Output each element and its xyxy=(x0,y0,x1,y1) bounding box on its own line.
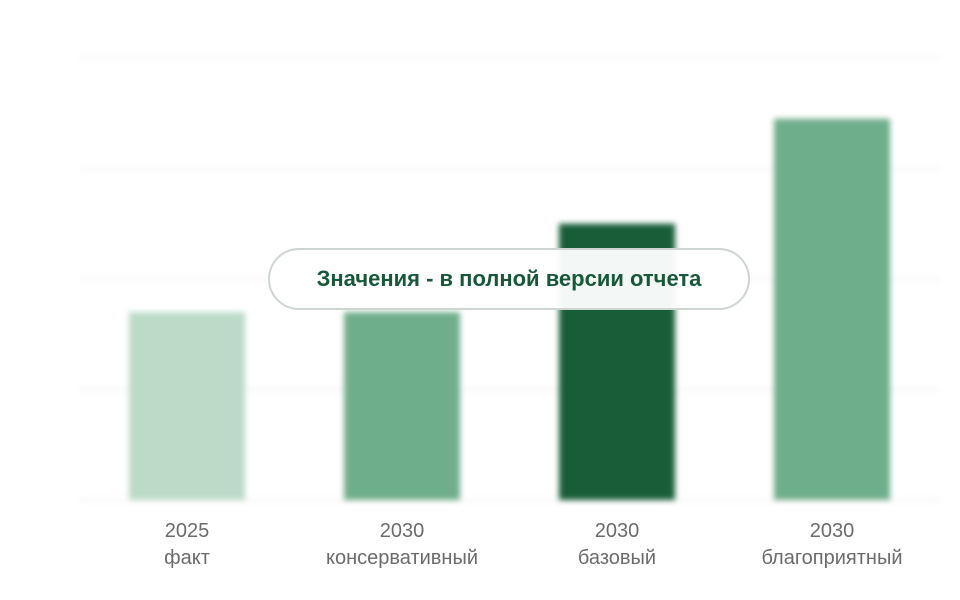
category-labels: 2025 факт 2030 консервативный 2030 базовый 203… xyxy=(164,520,902,569)
category-scenario-label: базовый xyxy=(578,547,656,569)
category-scenario-label: факт xyxy=(164,547,210,569)
bar-1 xyxy=(129,312,245,500)
category-year-label: 2030 xyxy=(380,520,425,542)
values-hidden-notice: Значения - в полной версии отчета xyxy=(268,248,750,310)
category-year-label: 2030 xyxy=(595,520,640,542)
category-scenario-label: благоприятный xyxy=(761,547,902,569)
category-year-label: 2030 xyxy=(810,520,855,542)
values-hidden-notice-text: Значения - в полной версии отчета xyxy=(316,266,702,291)
bar-2 xyxy=(344,312,460,500)
category-scenario-label: консервативный xyxy=(326,547,478,569)
bar-4 xyxy=(774,118,890,501)
category-year-label: 2025 xyxy=(165,520,210,542)
